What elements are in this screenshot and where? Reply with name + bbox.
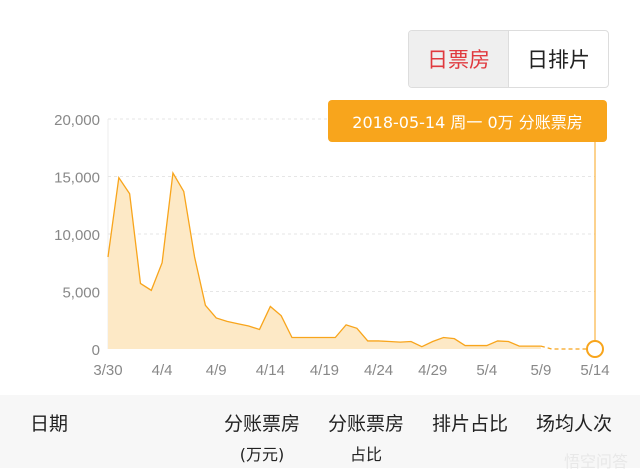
data-point-4/17 — [301, 336, 305, 340]
data-point-3/30 — [106, 255, 110, 259]
tab-daily-screening[interactable]: 日排片 — [527, 48, 590, 72]
data-point-5/1 — [452, 337, 456, 341]
data-point-4/1 — [128, 192, 132, 196]
y-tick-label: 5,000 — [62, 285, 100, 302]
data-point-4/9 — [214, 316, 218, 320]
x-tick-label: 4/29 — [418, 362, 447, 379]
data-point-4/23 — [366, 339, 370, 343]
y-tick-label: 0 — [92, 342, 100, 359]
data-point-5/9 — [539, 344, 543, 348]
data-point-4/11 — [236, 322, 240, 326]
table-header: 日期 分账票房 (万元) 分账票房 占比 排片占比 场均人次 — [0, 395, 640, 468]
data-point-4/30 — [441, 336, 445, 340]
series-line — [107, 171, 541, 348]
data-point-4/18 — [312, 336, 316, 340]
col-box-office-share-sub: 占比 — [349, 445, 382, 464]
chart-tooltip: 2018-05-14 周一 0万 分账票房 — [328, 100, 607, 142]
data-point-5/13 — [582, 347, 586, 351]
data-point-4/15 — [279, 314, 283, 318]
data-point-4/27 — [409, 340, 413, 344]
box-office-chart[interactable]: 0 5,000 10,000 15,000 20,000 3/30 4/4 4/9 4/14 4/… — [0, 0, 640, 395]
data-point-4/19 — [322, 336, 326, 340]
y-tick-label: 20,000 — [54, 112, 100, 129]
data-point-5/3 — [474, 344, 478, 348]
data-point-3/31 — [117, 176, 121, 180]
series-line-dashed — [540, 345, 595, 350]
data-point-5/7 — [517, 344, 521, 348]
x-tick-label: 4/9 — [206, 362, 227, 379]
data-point-4/20 — [333, 336, 337, 340]
data-point-4/6 — [182, 189, 186, 193]
col-box-office-unit: (万元) — [239, 445, 285, 464]
x-tick-label: 3/30 — [93, 362, 122, 379]
data-point-4/4 — [160, 261, 164, 265]
y-tick-label: 15,000 — [54, 170, 100, 187]
col-box-office-share[interactable]: 分账票房 — [327, 413, 404, 435]
data-point-4/14 — [268, 304, 272, 308]
data-point-4/16 — [290, 336, 294, 340]
col-avg-attendance[interactable]: 场均人次 — [535, 413, 612, 435]
data-point-4/29 — [431, 340, 435, 344]
data-point-4/2 — [138, 281, 142, 285]
data-point-4/25 — [387, 340, 391, 344]
data-point-5/10 — [550, 347, 554, 351]
col-box-office[interactable]: 分账票房 — [223, 413, 300, 435]
data-point-5/11 — [561, 347, 565, 351]
data-point-4/13 — [258, 327, 262, 331]
x-tick-label: 4/24 — [364, 362, 393, 379]
data-point-5/12 — [571, 347, 575, 351]
y-tick-label: 10,000 — [54, 227, 100, 244]
data-point-5/5 — [496, 339, 500, 343]
data-point-5/6 — [506, 340, 510, 344]
col-screening-share[interactable]: 排片占比 — [431, 413, 508, 435]
data-point-4/8 — [203, 303, 207, 307]
data-point-4/7 — [193, 255, 197, 259]
x-tick-label: 5/14 — [580, 362, 609, 379]
data-point-4/28 — [420, 345, 424, 349]
data-point-4/12 — [247, 324, 251, 328]
data-point-4/22 — [355, 326, 359, 330]
data-point-4/24 — [377, 339, 381, 343]
x-tick-label: 4/4 — [152, 362, 173, 379]
view-toggle: 日票房 日排片 — [408, 30, 609, 88]
col-date[interactable]: 日期 — [30, 413, 69, 435]
data-point-4/10 — [225, 319, 229, 323]
data-point-4/26 — [398, 340, 402, 344]
data-point-5/8 — [528, 344, 532, 348]
data-point-4/5 — [171, 171, 175, 175]
area-fill — [108, 173, 541, 349]
x-tick-label: 5/4 — [476, 362, 497, 379]
x-tick-label: 4/14 — [256, 362, 285, 379]
data-point-5/4 — [485, 344, 489, 348]
x-tick-label: 4/19 — [310, 362, 339, 379]
watermark: 悟空问答 — [563, 452, 628, 471]
data-point-4/3 — [149, 288, 153, 292]
tab-daily-box-office[interactable]: 日票房 — [409, 31, 509, 87]
data-point-5/2 — [463, 344, 467, 348]
highlight-marker — [586, 340, 604, 358]
data-point-4/21 — [344, 323, 348, 327]
x-tick-label: 5/9 — [530, 362, 551, 379]
